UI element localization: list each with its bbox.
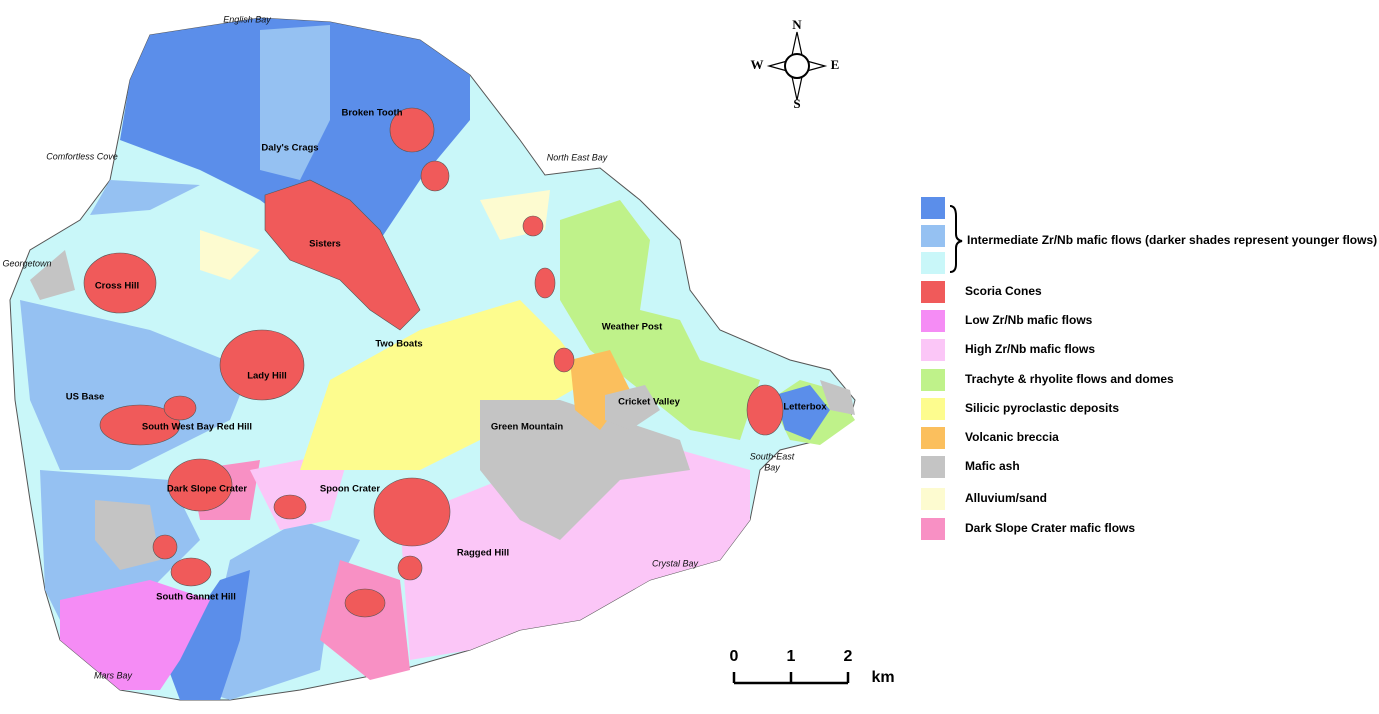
compass-west: W bbox=[751, 57, 764, 72]
feature-label: Ragged Hill bbox=[457, 548, 509, 559]
feature-label: Sisters bbox=[309, 239, 341, 250]
legend-swatch bbox=[921, 310, 945, 332]
legend: Intermediate Zr/Nb mafic flows (darker s… bbox=[921, 197, 1377, 540]
legend-label: Silicic pyroclastic deposits bbox=[965, 401, 1119, 415]
legend-swatch bbox=[921, 398, 945, 420]
legend-swatch bbox=[921, 339, 945, 361]
bay-label: South-East bbox=[750, 451, 795, 461]
bay-label: Mars Bay bbox=[94, 670, 133, 680]
bay-label: Bay bbox=[764, 462, 780, 472]
legend-group-label: Intermediate Zr/Nb mafic flows (darker s… bbox=[967, 233, 1377, 247]
feature-label: South Gannet Hill bbox=[156, 592, 236, 603]
feature-label: US Base bbox=[66, 392, 105, 403]
compass: N W E S bbox=[751, 17, 840, 111]
legend-label: Low Zr/Nb mafic flows bbox=[965, 313, 1093, 327]
legend-swatch bbox=[921, 225, 945, 247]
legend-label: High Zr/Nb mafic flows bbox=[965, 342, 1095, 356]
bay-label: Crystal Bay bbox=[652, 558, 699, 568]
place-labels: English Bay Comfortless Cove North East Ba… bbox=[2, 14, 827, 680]
feature-label: Cross Hill bbox=[95, 281, 139, 292]
legend-label: Trachyte & rhyolite flows and domes bbox=[965, 372, 1174, 386]
scale-tick-label: 1 bbox=[787, 648, 796, 665]
feature-label: Two Boats bbox=[375, 339, 422, 350]
legend-swatch bbox=[921, 427, 945, 449]
legend-label: Scoria Cones bbox=[965, 284, 1042, 298]
compass-north: N bbox=[792, 17, 802, 32]
compass-east: E bbox=[831, 57, 840, 72]
scale-tick-label: 0 bbox=[730, 648, 739, 665]
bay-label: Comfortless Cove bbox=[46, 151, 118, 161]
feature-label: Broken Tooth bbox=[341, 108, 402, 119]
feature-label: Lady Hill bbox=[247, 371, 287, 382]
feature-label: Green Mountain bbox=[491, 422, 564, 433]
legend-swatch bbox=[921, 281, 945, 303]
feature-label: South West Bay Red Hill bbox=[142, 422, 252, 433]
scale-unit: km bbox=[871, 669, 894, 686]
legend-swatch bbox=[921, 252, 945, 274]
legend-swatch bbox=[921, 488, 945, 510]
legend-swatch bbox=[921, 197, 945, 219]
feature-label: Weather Post bbox=[602, 322, 663, 333]
feature-label: Cricket Valley bbox=[618, 397, 681, 408]
legend-label: Dark Slope Crater mafic flows bbox=[965, 521, 1135, 535]
compass-center bbox=[784, 53, 810, 79]
legend-swatch bbox=[921, 518, 945, 540]
geology-units bbox=[20, 18, 855, 700]
bay-label: English Bay bbox=[223, 14, 271, 24]
feature-label: Daly's Crags bbox=[261, 143, 318, 154]
feature-label: Letterbox bbox=[783, 402, 827, 413]
bay-label: North East Bay bbox=[547, 152, 608, 162]
scoria-cones bbox=[83, 107, 784, 618]
legend-swatch bbox=[921, 369, 945, 391]
legend-label: Mafic ash bbox=[965, 459, 1020, 473]
scale-tick-label: 2 bbox=[844, 648, 853, 665]
scale-bar: km 0 1 2 bbox=[730, 648, 895, 686]
legend-brace bbox=[949, 205, 963, 273]
feature-label: Dark Slope Crater bbox=[167, 484, 248, 495]
bay-label: Georgetown bbox=[2, 258, 51, 268]
legend-label: Volcanic breccia bbox=[965, 430, 1059, 444]
feature-label: Spoon Crater bbox=[320, 484, 380, 495]
legend-swatch bbox=[921, 456, 945, 478]
compass-south: S bbox=[793, 96, 800, 111]
legend-label: Alluvium/sand bbox=[965, 491, 1047, 505]
